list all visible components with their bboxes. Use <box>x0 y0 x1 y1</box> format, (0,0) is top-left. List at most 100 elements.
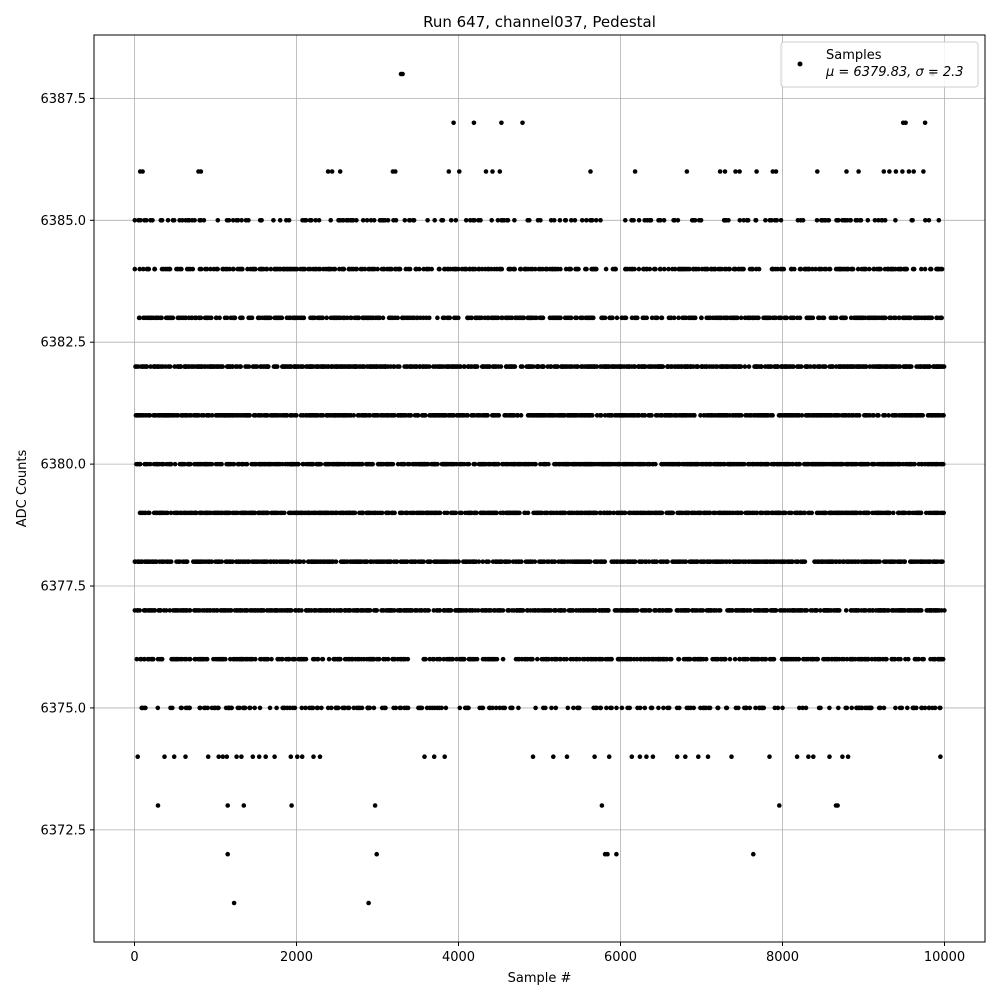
data-point <box>665 559 670 564</box>
data-point <box>417 266 422 272</box>
data-point <box>632 364 638 369</box>
data-point <box>253 656 258 662</box>
data-point <box>568 315 574 321</box>
data-point <box>659 510 665 516</box>
data-point <box>869 705 874 711</box>
data-point <box>797 461 802 467</box>
data-point <box>796 656 802 662</box>
data-point <box>309 218 314 223</box>
data-point <box>289 559 295 564</box>
data-point <box>784 315 790 321</box>
data-point <box>479 315 484 321</box>
data-point <box>622 510 628 516</box>
data-point <box>500 608 506 613</box>
data-point <box>316 218 322 223</box>
data-point <box>310 705 316 711</box>
data-point <box>540 315 546 321</box>
data-point <box>893 218 898 223</box>
data-point <box>753 705 758 711</box>
data-point <box>919 608 924 613</box>
data-point <box>902 559 908 564</box>
data-point <box>584 266 589 272</box>
data-point <box>167 266 173 272</box>
data-point <box>197 705 203 711</box>
data-point <box>698 218 704 223</box>
data-point <box>810 315 816 321</box>
data-point <box>187 608 193 613</box>
data-point <box>746 364 752 369</box>
data-point <box>435 461 440 467</box>
data-point <box>724 705 730 711</box>
data-point <box>259 218 264 223</box>
data-point <box>398 705 404 711</box>
data-point <box>922 266 928 272</box>
data-point <box>356 315 362 321</box>
data-point <box>489 218 495 223</box>
data-point <box>159 218 165 223</box>
data-point <box>299 705 305 711</box>
data-point <box>742 461 747 467</box>
data-point <box>804 608 810 613</box>
data-point <box>349 315 354 321</box>
data-point <box>687 266 692 272</box>
data-point <box>247 413 252 418</box>
data-point <box>914 705 919 711</box>
data-point <box>635 608 640 613</box>
data-point <box>668 608 673 613</box>
data-point <box>205 705 210 711</box>
data-point <box>799 364 804 369</box>
data-point <box>739 510 744 516</box>
data-point <box>275 364 280 369</box>
data-point <box>609 705 614 711</box>
data-point <box>773 608 779 613</box>
data-point <box>676 315 681 321</box>
data-point <box>241 803 247 808</box>
data-point <box>229 705 234 711</box>
data-point <box>495 315 501 321</box>
data-point <box>456 559 461 564</box>
data-point <box>835 803 840 808</box>
data-point <box>872 218 878 223</box>
data-point <box>803 705 809 711</box>
data-point <box>395 315 401 321</box>
data-point <box>341 218 346 223</box>
data-point <box>909 364 914 369</box>
data-point <box>713 510 718 516</box>
data-point <box>614 315 620 321</box>
data-point <box>932 705 938 711</box>
data-point <box>231 461 237 467</box>
data-point <box>147 413 153 418</box>
data-point <box>451 413 457 418</box>
data-point <box>359 461 365 467</box>
data-point <box>726 218 731 223</box>
data-point <box>499 266 505 272</box>
data-point <box>574 315 580 321</box>
data-point <box>713 266 718 272</box>
data-point <box>916 656 921 662</box>
data-point <box>286 559 291 564</box>
data-point <box>354 266 360 272</box>
data-point <box>707 510 713 516</box>
data-point <box>818 608 823 613</box>
data-point <box>579 218 585 223</box>
data-point <box>605 851 610 857</box>
data-point <box>264 266 270 272</box>
data-point <box>593 608 598 613</box>
data-point <box>292 656 298 662</box>
data-point <box>480 559 486 564</box>
data-point <box>623 315 629 321</box>
data-point <box>408 413 414 418</box>
data-point <box>456 266 461 272</box>
data-point <box>717 608 723 613</box>
data-point <box>277 218 283 223</box>
data-point <box>823 266 829 272</box>
data-point <box>209 315 214 321</box>
data-point <box>865 218 871 223</box>
data-point <box>654 559 659 564</box>
data-point <box>863 364 869 369</box>
data-point <box>636 266 642 272</box>
data-point <box>447 315 453 321</box>
data-point <box>364 559 370 564</box>
data-point <box>642 705 648 711</box>
data-point <box>525 510 531 516</box>
